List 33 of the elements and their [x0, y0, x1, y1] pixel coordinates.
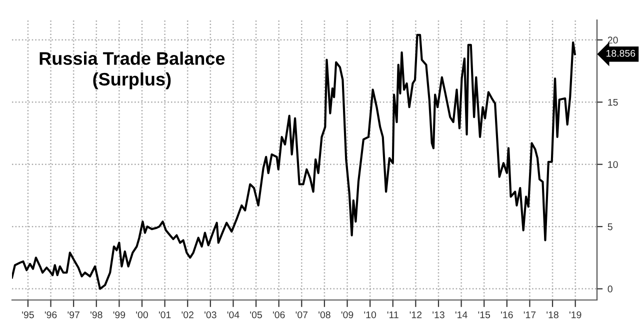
- x-tick-label: '06: [273, 311, 285, 318]
- x-tick-label: '12: [410, 311, 422, 318]
- x-tick-label: '11: [387, 311, 398, 318]
- x-tick-label: '08: [318, 311, 330, 318]
- x-tick-label: '10: [364, 311, 376, 318]
- x-tick-label: '95: [22, 311, 34, 318]
- x-tick-label: '04: [227, 311, 240, 318]
- x-tick-label: '13: [432, 311, 444, 318]
- x-tick-label: '07: [296, 311, 308, 318]
- y-tick-label: 20: [608, 36, 618, 44]
- x-tick-label: '98: [90, 311, 102, 318]
- x-tick-label: '01: [158, 311, 171, 318]
- x-tick-label: '16: [501, 311, 513, 318]
- y-tick-label: 0: [608, 286, 612, 292]
- x-tick-label: '96: [44, 311, 57, 318]
- x-tick-label: '17: [524, 311, 536, 318]
- x-tick-label: '15: [478, 311, 490, 318]
- line-series: [12, 34, 576, 290]
- x-tick-label: '03: [204, 311, 216, 318]
- x-tick-label: '02: [182, 311, 194, 318]
- x-tick-label: '18: [546, 311, 558, 318]
- x-tick-label: '00: [136, 311, 148, 318]
- x-tick-label: '14: [455, 311, 468, 318]
- y-tick-label: 5: [608, 223, 612, 230]
- x-tick-label: '97: [68, 311, 80, 318]
- x-tick-label: '05: [250, 311, 262, 318]
- y-tick-label: 10: [608, 161, 618, 168]
- x-tick-label: '09: [341, 311, 354, 318]
- text: 18.856: [606, 50, 636, 57]
- text: Russia Trade Balance (Surplus): [40, 52, 225, 90]
- x-tick-label: '19: [569, 311, 582, 318]
- x-tick-label: '99: [113, 311, 126, 318]
- y-tick-label: 15: [608, 98, 618, 106]
